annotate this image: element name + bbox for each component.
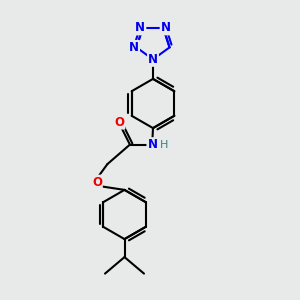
Text: O: O bbox=[114, 116, 124, 129]
Text: O: O bbox=[92, 176, 102, 189]
Text: H: H bbox=[160, 140, 168, 150]
Text: N: N bbox=[129, 41, 139, 54]
Text: N: N bbox=[148, 53, 158, 66]
Text: N: N bbox=[160, 21, 171, 34]
Text: N: N bbox=[147, 138, 158, 151]
Text: N: N bbox=[135, 21, 146, 34]
